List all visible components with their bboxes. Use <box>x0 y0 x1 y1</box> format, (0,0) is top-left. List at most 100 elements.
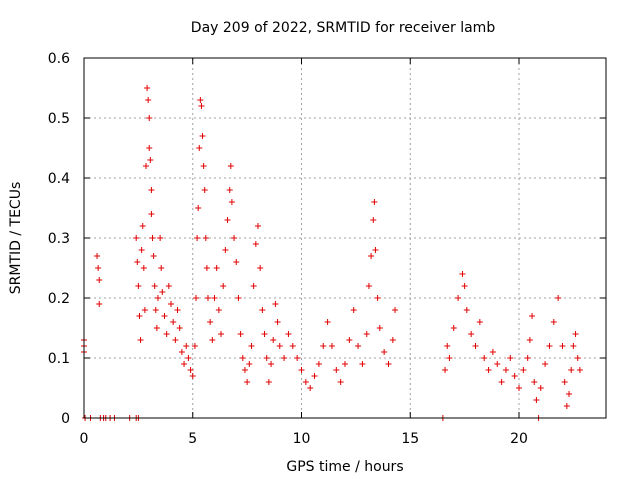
data-point <box>337 379 344 385</box>
data-point <box>248 343 255 349</box>
x-axis-label: GPS time / hours <box>286 459 403 475</box>
data-point <box>150 253 157 259</box>
data-point <box>96 277 103 283</box>
data-point <box>563 403 570 409</box>
data-point <box>359 361 366 367</box>
data-point <box>228 199 235 205</box>
data-point <box>203 265 210 271</box>
data-point <box>285 331 292 337</box>
data-point <box>252 241 259 247</box>
data-point <box>151 283 158 289</box>
data-point <box>209 337 216 343</box>
data-point <box>576 367 583 373</box>
data-point <box>174 307 181 313</box>
data-point <box>195 205 202 211</box>
data-point <box>191 343 198 349</box>
data-point <box>227 163 234 169</box>
data-point <box>198 103 205 109</box>
data-point <box>574 355 581 361</box>
data-point <box>346 337 353 343</box>
data-point <box>265 379 272 385</box>
data-point <box>133 235 140 241</box>
data-point <box>537 385 544 391</box>
data-point <box>95 265 102 271</box>
data-point <box>531 379 538 385</box>
data-point <box>526 337 533 343</box>
data-point <box>342 361 348 367</box>
x-tick-label: 0 <box>80 431 89 447</box>
data-point <box>446 355 453 361</box>
data-point <box>507 355 514 361</box>
data-point <box>172 337 179 343</box>
data-point <box>324 319 331 325</box>
data-point <box>489 349 496 355</box>
data-point <box>163 331 170 337</box>
data-point <box>218 331 225 337</box>
x-tick-labels: 0 5 10 15 20 <box>80 431 528 447</box>
data-point <box>389 337 396 343</box>
chart-title: Day 209 of 2022, SRMTID for receiver lam… <box>191 20 496 36</box>
data-point <box>141 307 148 313</box>
data-point <box>241 367 248 373</box>
data-point <box>468 331 475 337</box>
data-point <box>148 187 155 193</box>
x-tick-label: 15 <box>401 431 419 447</box>
data-point <box>196 145 203 151</box>
data-point <box>463 307 470 313</box>
data-point <box>137 337 144 343</box>
data-point <box>363 331 370 337</box>
data-point <box>568 367 575 373</box>
data-point <box>246 361 253 367</box>
data-point <box>146 145 153 151</box>
data-point <box>268 361 275 367</box>
data-point <box>374 295 381 301</box>
data-point <box>94 253 101 259</box>
data-point <box>381 349 388 355</box>
data-point <box>224 217 231 223</box>
data-point <box>178 349 185 355</box>
data-point <box>555 295 562 301</box>
data-point <box>153 325 160 331</box>
data-point <box>494 361 501 367</box>
data-point <box>263 355 270 361</box>
data-point <box>185 355 192 361</box>
x-tick-label: 5 <box>188 431 197 447</box>
data-point <box>511 373 518 379</box>
data-point <box>485 367 492 373</box>
data-point <box>222 247 229 253</box>
data-point <box>147 157 154 163</box>
data-point <box>244 379 251 385</box>
data-point <box>142 163 149 169</box>
x-tick-label: 10 <box>293 431 311 447</box>
data-point <box>201 187 208 193</box>
data-point <box>183 343 190 349</box>
data-point <box>189 373 196 379</box>
data-point <box>371 199 378 205</box>
data-point <box>149 235 156 241</box>
data-point <box>365 283 372 289</box>
data-point <box>498 379 505 385</box>
data-point <box>140 265 147 271</box>
data-point <box>281 355 288 361</box>
data-point <box>176 325 183 331</box>
data-point <box>368 253 375 259</box>
y-tick-label: 0.3 <box>48 231 70 247</box>
data-point <box>450 325 457 331</box>
data-point <box>168 301 174 307</box>
data-point <box>237 331 244 337</box>
data-point <box>138 247 145 253</box>
data-point <box>145 97 152 103</box>
data-point <box>320 343 327 349</box>
data-point <box>250 283 257 289</box>
y-tick-label: 0.5 <box>48 111 70 127</box>
axis-ticks <box>83 57 606 419</box>
data-point <box>502 367 509 373</box>
data-point <box>294 355 301 361</box>
data-point <box>213 265 220 271</box>
data-point <box>159 289 166 295</box>
data-point <box>154 295 161 301</box>
data-point <box>442 367 449 373</box>
data-points <box>81 85 583 421</box>
data-point <box>158 265 165 271</box>
